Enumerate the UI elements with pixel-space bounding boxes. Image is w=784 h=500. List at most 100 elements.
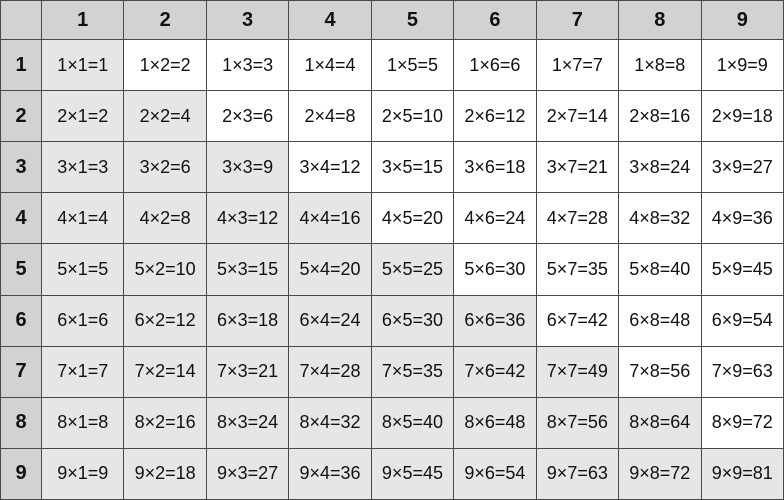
product-cell: 2×7=14 (535, 90, 620, 143)
product-cell: 5×4=20 (288, 243, 372, 296)
product-cell: 4×6=24 (453, 192, 537, 245)
row-header: 8 (0, 396, 42, 449)
column-header: 3 (205, 0, 290, 40)
product-cell: 3×4=12 (288, 141, 372, 194)
table-row: 9 9×1=9 9×2=18 9×3=27 9×4=36 9×5=45 9×6=54 9×7=… (0, 447, 784, 500)
product-cell: 9×6=54 (453, 447, 537, 500)
product-cell: 1×4=4 (288, 38, 372, 92)
product-cell: 1×2=2 (123, 38, 207, 92)
table-row: 6 6×1=6 6×2=12 6×3=18 6×4=24 6×5=30 6×6=36 6×7=… (0, 294, 784, 347)
product-cell: 5×8=40 (618, 243, 702, 296)
table-row: 8 8×1=8 8×2=16 8×3=24 8×4=32 8×5=40 8×6=48 8×7=… (0, 396, 784, 449)
row-header: 6 (0, 294, 42, 347)
product-cell: 3×8=24 (618, 141, 702, 194)
product-cell: 9×3=27 (205, 447, 290, 500)
table-row: 2 2×1=2 2×2=4 2×3=6 2×4=8 2×5=10 2×6=12 2×7=14 2… (0, 90, 784, 143)
product-cell: 4×8=32 (618, 192, 702, 245)
product-cell: 7×8=56 (618, 345, 702, 398)
product-cell: 8×8=64 (618, 396, 702, 449)
product-cell: 3×6=18 (453, 141, 537, 194)
product-cell: 6×6=36 (453, 294, 537, 347)
product-cell: 6×9=54 (700, 294, 784, 347)
product-cell: 1×1=1 (40, 38, 125, 92)
product-cell: 1×7=7 (535, 38, 620, 92)
table-row: 7 7×1=7 7×2=14 7×3=21 7×4=28 7×5=35 7×6=42 7×7=… (0, 345, 784, 398)
product-cell: 9×7=63 (535, 447, 620, 500)
product-cell: 8×7=56 (535, 396, 620, 449)
product-cell: 1×3=3 (205, 38, 290, 92)
table-row: 1 1×1=1 1×2=2 1×3=3 1×4=4 1×5=5 1×6=6 1×7=7 1×8=… (0, 38, 784, 92)
product-cell: 9×5=45 (370, 447, 455, 500)
product-cell: 4×2=8 (123, 192, 207, 245)
product-cell: 5×2=10 (123, 243, 207, 296)
product-cell: 8×5=40 (370, 396, 455, 449)
product-cell: 2×2=4 (123, 90, 207, 143)
column-header: 9 (700, 0, 784, 40)
product-cell: 5×7=35 (535, 243, 620, 296)
product-cell: 4×1=4 (40, 192, 125, 245)
product-cell: 7×7=49 (535, 345, 620, 398)
product-cell: 5×3=15 (205, 243, 290, 296)
column-header: 6 (453, 0, 537, 40)
product-cell: 3×2=6 (123, 141, 207, 194)
row-header: 5 (0, 243, 42, 296)
product-cell: 5×9=45 (700, 243, 784, 296)
product-cell: 7×2=14 (123, 345, 207, 398)
column-header: 8 (618, 0, 702, 40)
column-header: 1 (40, 0, 125, 40)
product-cell: 6×3=18 (205, 294, 290, 347)
product-cell: 1×9=9 (700, 38, 784, 92)
product-cell: 7×3=21 (205, 345, 290, 398)
product-cell: 3×3=9 (205, 141, 290, 194)
product-cell: 6×5=30 (370, 294, 455, 347)
product-cell: 1×5=5 (370, 38, 455, 92)
row-header: 9 (0, 447, 42, 500)
product-cell: 8×2=16 (123, 396, 207, 449)
product-cell: 9×9=81 (700, 447, 784, 500)
product-cell: 6×1=6 (40, 294, 125, 347)
product-cell: 2×1=2 (40, 90, 125, 143)
product-cell: 2×4=8 (288, 90, 372, 143)
product-cell: 7×6=42 (453, 345, 537, 398)
product-cell: 2×6=12 (453, 90, 537, 143)
product-cell: 1×6=6 (453, 38, 537, 92)
product-cell: 3×1=3 (40, 141, 125, 194)
product-cell: 6×4=24 (288, 294, 372, 347)
product-cell: 5×6=30 (453, 243, 537, 296)
product-cell: 3×9=27 (700, 141, 784, 194)
column-header: 2 (123, 0, 207, 40)
product-cell: 8×1=8 (40, 396, 125, 449)
row-header: 2 (0, 90, 42, 143)
product-cell: 4×4=16 (288, 192, 372, 245)
product-cell: 7×4=28 (288, 345, 372, 398)
product-cell: 3×7=21 (535, 141, 620, 194)
product-cell: 7×1=7 (40, 345, 125, 398)
product-cell: 8×9=72 (700, 396, 784, 449)
product-cell: 8×4=32 (288, 396, 372, 449)
product-cell: 2×5=10 (370, 90, 455, 143)
product-cell: 5×1=5 (40, 243, 125, 296)
product-cell: 4×3=12 (205, 192, 290, 245)
row-header: 4 (0, 192, 42, 245)
product-cell: 4×5=20 (370, 192, 455, 245)
product-cell: 6×8=48 (618, 294, 702, 347)
product-cell: 7×9=63 (700, 345, 784, 398)
row-header: 1 (0, 38, 42, 92)
product-cell: 7×5=35 (370, 345, 455, 398)
row-header: 7 (0, 345, 42, 398)
product-cell: 4×7=28 (535, 192, 620, 245)
table-row: 5 5×1=5 5×2=10 5×3=15 5×4=20 5×5=25 5×6=30 5×7=… (0, 243, 784, 296)
row-header: 3 (0, 141, 42, 194)
product-cell: 1×8=8 (618, 38, 702, 92)
product-cell: 3×5=15 (370, 141, 455, 194)
product-cell: 2×8=16 (618, 90, 702, 143)
product-cell: 9×1=9 (40, 447, 125, 500)
column-header: 5 (370, 0, 455, 40)
product-cell: 8×6=48 (453, 396, 537, 449)
product-cell: 6×2=12 (123, 294, 207, 347)
product-cell: 4×9=36 (700, 192, 784, 245)
product-cell: 9×8=72 (618, 447, 702, 500)
table-row: 3 3×1=3 3×2=6 3×3=9 3×4=12 3×5=15 3×6=18 3×7=21… (0, 141, 784, 194)
